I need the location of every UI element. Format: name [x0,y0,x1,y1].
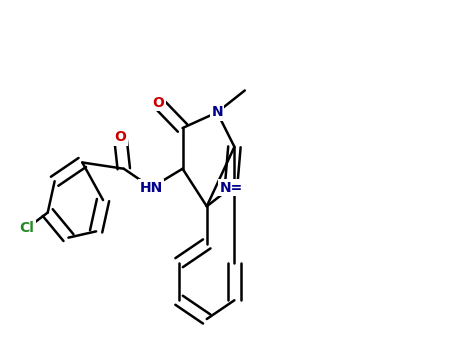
Text: HN: HN [140,181,163,195]
Text: Cl: Cl [20,221,35,235]
Text: N: N [211,105,223,119]
Text: O: O [114,131,126,145]
Text: O: O [152,96,164,110]
Text: N=: N= [219,181,243,195]
